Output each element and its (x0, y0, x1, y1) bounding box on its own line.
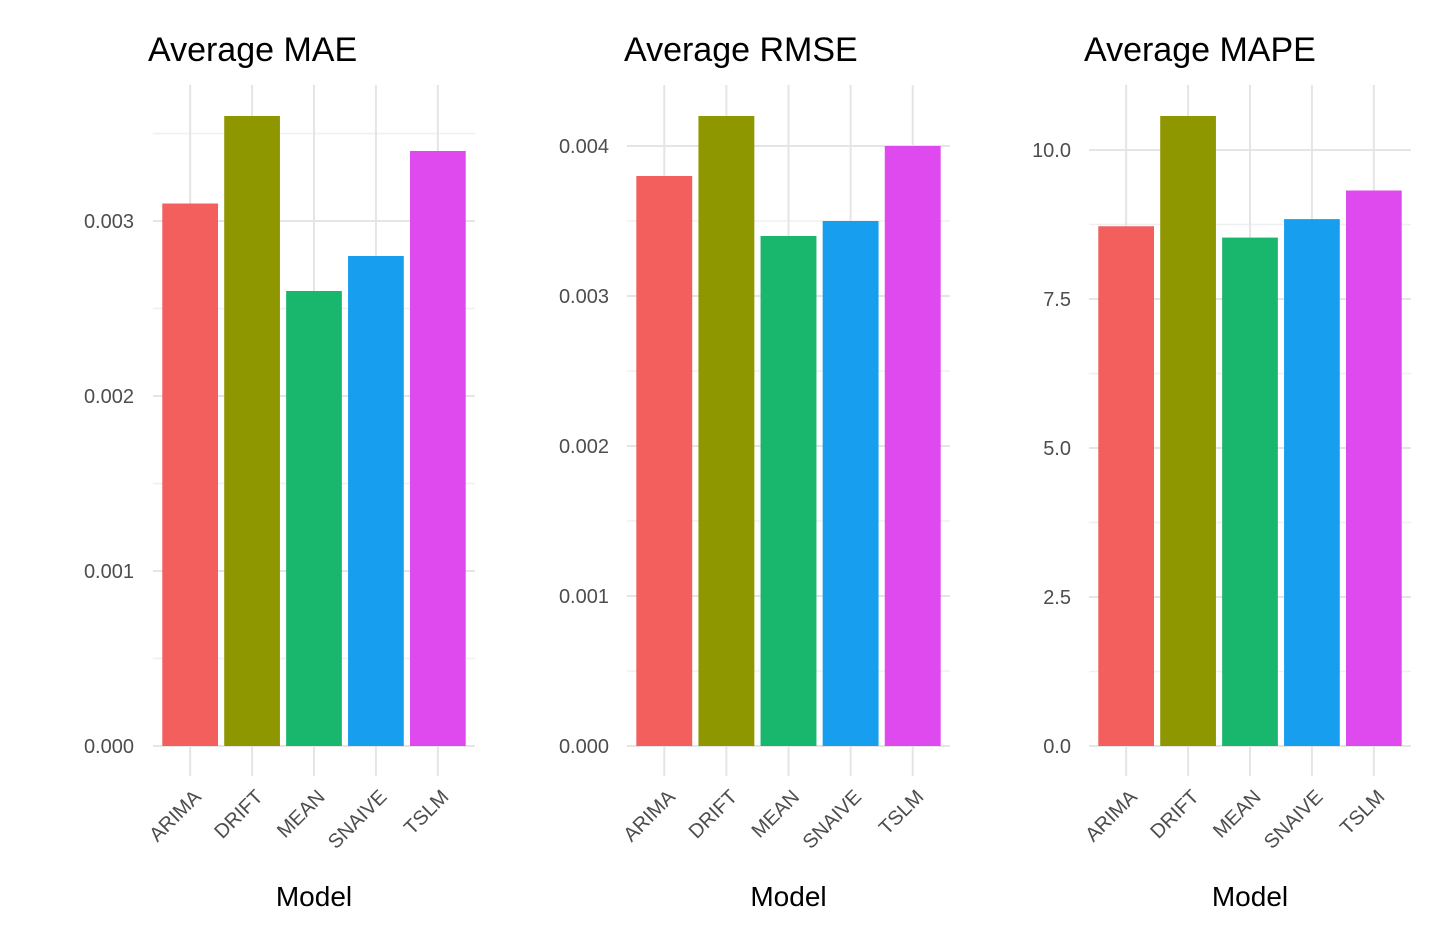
y-tick-label: 0.001 (84, 561, 134, 583)
chart-title: Average RMSE (624, 31, 858, 69)
chart-title: Average MAPE (1084, 31, 1316, 69)
bar-drift (224, 116, 280, 746)
y-tick-label: 0.003 (84, 211, 134, 233)
bar-snaive (1284, 219, 1340, 747)
bar-mean (760, 236, 817, 746)
bar-arima (1098, 226, 1155, 747)
chart-title: Average MAE (148, 31, 357, 69)
x-tick-label: TSLM (1336, 786, 1389, 839)
x-axis-title: Model (276, 881, 352, 912)
x-tick-label: ARIMA (1081, 786, 1142, 847)
x-tick-label: TSLM (875, 786, 928, 839)
x-tick-label: SNAIVE (324, 786, 391, 853)
bar-mean (286, 291, 342, 746)
x-tick-label: ARIMA (619, 786, 680, 847)
bar-arima (636, 176, 693, 746)
y-tick-label: 0.002 (84, 386, 134, 408)
y-tick-label: 0.003 (559, 286, 609, 308)
x-tick-label: SNAIVE (1260, 786, 1327, 853)
bar-snaive (822, 221, 879, 746)
x-tick-label: MEAN (1209, 786, 1265, 842)
x-axis-title: Model (750, 881, 826, 912)
x-axis-title: Model (1212, 881, 1288, 912)
bar-tslm (409, 151, 466, 746)
y-tick-label: 0.004 (559, 136, 609, 158)
y-tick-label: 7.5 (1043, 289, 1071, 311)
x-tick-label: DRIFT (1146, 786, 1203, 843)
bar-tslm (884, 146, 941, 746)
y-tick-label: 2.5 (1043, 587, 1071, 609)
bar-tslm (1345, 190, 1402, 747)
x-tick-label: MEAN (748, 786, 804, 842)
y-tick-label: 0.0 (1043, 736, 1071, 758)
x-tick-label: ARIMA (145, 786, 206, 847)
chart-panel-2: 0.000 0.001 0.002 0.003 0.004 ARIMA DRIFT MEANS… (559, 31, 950, 912)
bar-arima (162, 203, 219, 746)
x-tick-label: DRIFT (210, 786, 267, 843)
y-tick-label: 0.002 (559, 436, 609, 458)
bar-mean (1222, 237, 1278, 746)
bar-snaive (348, 256, 404, 746)
x-tick-label: TSLM (400, 786, 453, 839)
chart-panel-1: 0.000 0.001 0.002 0.003 ARIMA DRIFT MEANSNAIVE… (84, 31, 475, 912)
y-tick-label: 0.001 (559, 586, 609, 608)
x-tick-label: SNAIVE (799, 786, 866, 853)
bar-drift (698, 116, 755, 746)
y-tick-label: 0.000 (559, 736, 609, 758)
y-tick-label: 5.0 (1043, 438, 1071, 460)
x-tick-label: DRIFT (685, 786, 742, 843)
y-tick-label: 10.0 (1032, 140, 1071, 162)
x-tick-label: MEAN (273, 786, 329, 842)
y-tick-label: 0.000 (84, 736, 134, 758)
bar-drift (1160, 116, 1216, 746)
